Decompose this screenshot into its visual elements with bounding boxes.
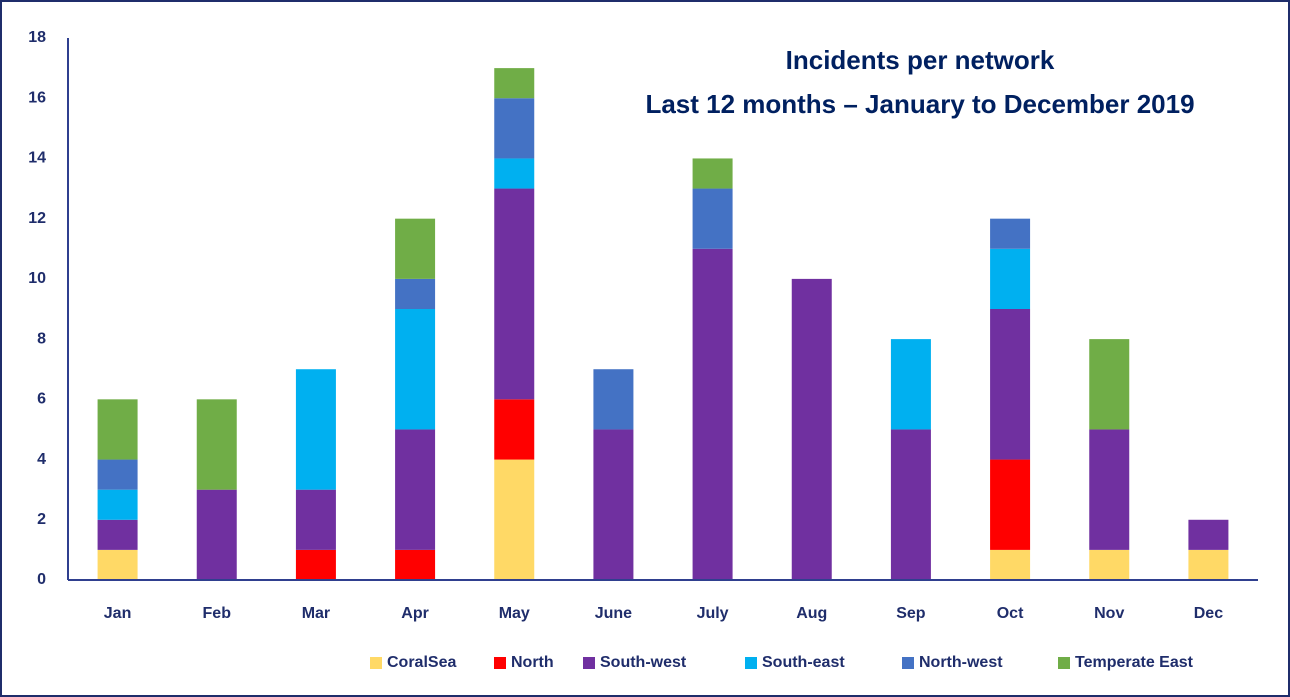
bar-segment — [1089, 339, 1130, 430]
bar-segment — [990, 309, 1031, 460]
x-tick-label: Sep — [896, 605, 926, 622]
bar-segment — [494, 158, 535, 189]
x-tick-label: Apr — [401, 605, 429, 622]
y-tick-label: 10 — [28, 270, 46, 287]
y-tick-label: 16 — [28, 89, 46, 106]
y-tick-label: 18 — [28, 29, 46, 46]
bar-segment — [494, 188, 535, 400]
bar-segment — [97, 489, 138, 520]
x-tick-label: Oct — [997, 605, 1024, 622]
legend-swatch — [745, 657, 757, 669]
bar-segment — [295, 549, 336, 580]
legend-swatch — [1058, 657, 1070, 669]
bar-segment — [97, 549, 138, 580]
bar-segment — [196, 489, 237, 580]
chart-title: Incidents per network — [786, 45, 1055, 75]
bar-segment — [990, 459, 1031, 550]
bar-segment — [395, 549, 436, 580]
bar-segment — [1188, 549, 1229, 580]
legend-label: South-east — [762, 654, 845, 671]
bar-segment — [791, 278, 832, 580]
y-tick-label: 0 — [37, 571, 46, 588]
legend-label: Temperate East — [1075, 654, 1194, 671]
legend-label: North-west — [919, 654, 1003, 671]
bar-segment — [395, 309, 436, 430]
bar-segment — [593, 369, 634, 430]
bar-segment — [1089, 549, 1130, 580]
legend-swatch — [902, 657, 914, 669]
bar-segment — [295, 369, 336, 490]
bar-segment — [692, 188, 733, 249]
y-tick-label: 6 — [37, 391, 46, 408]
bar-segment — [196, 399, 237, 490]
bar-segment — [990, 248, 1031, 309]
legend-swatch — [370, 657, 382, 669]
x-tick-label: Dec — [1194, 605, 1223, 622]
x-tick-label: Mar — [302, 605, 330, 622]
bar-segment — [1089, 429, 1130, 550]
bar-segment — [395, 278, 436, 309]
bar-segment — [97, 399, 138, 460]
bar-segment — [890, 429, 931, 580]
legend-label: North — [511, 654, 554, 671]
x-tick-label: May — [499, 605, 530, 622]
bar-segment — [692, 158, 733, 189]
bar-segment — [494, 399, 535, 460]
bar-segment — [890, 339, 931, 430]
legend-label: South-west — [600, 654, 687, 671]
y-tick-label: 4 — [37, 451, 46, 468]
x-tick-label: June — [595, 605, 632, 622]
bar-segment — [395, 429, 436, 550]
bar-segment — [494, 459, 535, 580]
chart-subtitle: Last 12 months – January to December 201… — [645, 89, 1194, 119]
x-tick-label: July — [697, 605, 729, 622]
x-tick-label: Aug — [796, 605, 827, 622]
x-tick-label: Jan — [104, 605, 132, 622]
bar-segment — [990, 218, 1031, 249]
bar-segment — [593, 429, 634, 580]
y-tick-label: 12 — [28, 210, 46, 227]
bar-segment — [990, 549, 1031, 580]
y-tick-label: 14 — [28, 150, 46, 167]
bar-segment — [395, 218, 436, 279]
legend-swatch — [583, 657, 595, 669]
x-tick-label: Nov — [1094, 605, 1124, 622]
bar-segment — [295, 489, 336, 550]
bar-segment — [494, 98, 535, 159]
x-tick-label: Feb — [203, 605, 232, 622]
bar-segment — [97, 519, 138, 550]
legend-label: CoralSea — [387, 654, 456, 671]
bar-segment — [1188, 519, 1229, 550]
bar-segment — [494, 68, 535, 99]
bar-segment — [692, 248, 733, 580]
y-tick-label: 2 — [37, 511, 46, 528]
legend-swatch — [494, 657, 506, 669]
bar-segment — [97, 459, 138, 490]
y-tick-label: 8 — [37, 330, 46, 347]
